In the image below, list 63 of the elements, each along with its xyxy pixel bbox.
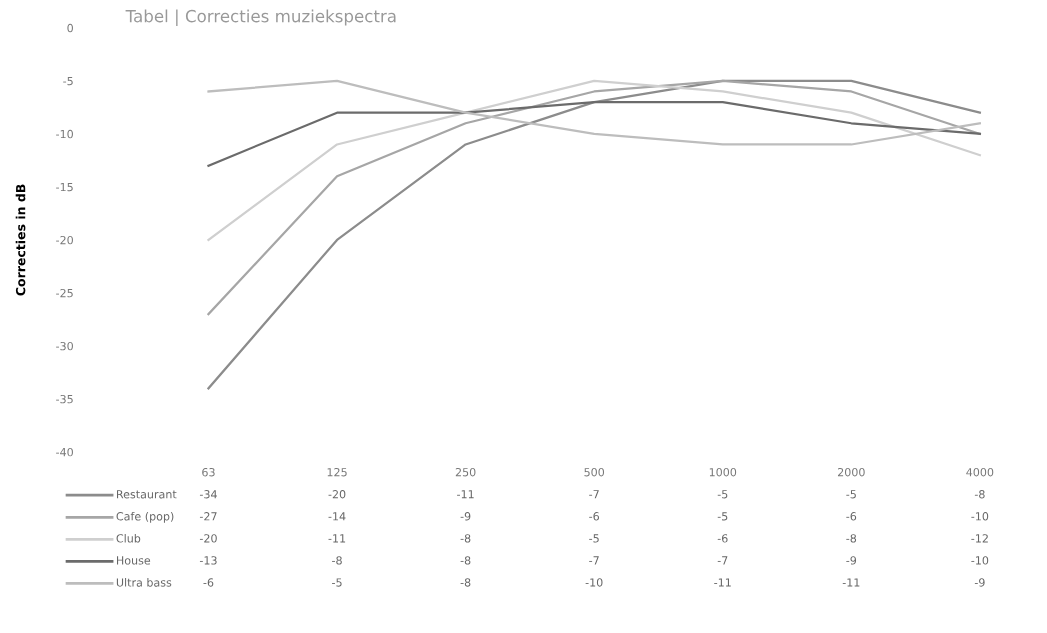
- y-tick-label: 0: [67, 23, 73, 33]
- data-label: -11: [328, 534, 346, 543]
- data-label: -10: [585, 578, 603, 587]
- data-label: -9: [846, 556, 857, 565]
- y-tick-label: -25: [56, 288, 73, 298]
- y-tick-label: -10: [56, 129, 73, 139]
- legend-label: Restaurant: [117, 490, 177, 499]
- line-series: [207, 79, 981, 390]
- data-label: -5: [846, 490, 856, 499]
- x-tick-label: 63: [202, 467, 215, 477]
- y-tick-label: -40: [56, 447, 73, 457]
- data-label: -8: [460, 556, 471, 565]
- data-label: -8: [460, 534, 471, 543]
- data-label: -5: [717, 512, 728, 521]
- data-label: -9: [974, 578, 985, 587]
- data-label: -11: [714, 578, 731, 587]
- data-label: -20: [328, 490, 346, 499]
- data-label: -6: [203, 578, 214, 587]
- y-tick-label: -35: [56, 394, 73, 404]
- data-label: -34: [199, 490, 217, 499]
- data-label: -11: [842, 578, 860, 587]
- y-tick-label: -30: [56, 341, 73, 351]
- data-label: -27: [199, 512, 217, 521]
- data-label: -8: [332, 556, 342, 565]
- data-label: -5: [332, 578, 342, 587]
- y-tick-label: -5: [63, 76, 73, 86]
- data-label: -10: [971, 512, 989, 521]
- legend-label: Club: [116, 533, 141, 543]
- data-label: -10: [971, 556, 989, 565]
- data-label: -9: [460, 512, 471, 521]
- legend-label: House: [117, 556, 151, 565]
- data-label: -12: [971, 534, 988, 543]
- line-series: [207, 79, 981, 146]
- y-tick-label: -20: [56, 235, 73, 245]
- line-series: [207, 79, 981, 242]
- data-label: -6: [717, 534, 728, 543]
- line-series: [207, 79, 981, 316]
- data-label: -6: [846, 512, 857, 521]
- x-tick-label: 1000: [709, 467, 737, 477]
- data-label: -7: [589, 556, 599, 565]
- data-label: -5: [589, 534, 599, 543]
- data-label: -8: [974, 490, 985, 499]
- x-tick-label: 250: [455, 467, 476, 477]
- data-label: -5: [717, 490, 728, 499]
- data-label: -7: [717, 556, 728, 565]
- x-tick-label: 125: [327, 467, 347, 477]
- data-label: -8: [460, 578, 471, 587]
- chart-title: Tabel | Correcties muziekspectra: [125, 9, 396, 27]
- x-tick-label: 500: [584, 467, 605, 477]
- data-label: -7: [589, 490, 599, 499]
- data-label: -6: [589, 512, 600, 521]
- legend-label: Ultra bass: [116, 578, 172, 587]
- data-label: -8: [846, 534, 857, 543]
- y-axis-title: Correcties in dB: [15, 184, 26, 296]
- x-tick-label: 2000: [837, 467, 865, 477]
- data-label: -13: [199, 556, 217, 565]
- data-label: -14: [328, 512, 346, 521]
- legend-label: Cafe (pop): [116, 511, 174, 523]
- y-tick-label: -15: [56, 183, 73, 192]
- data-label: -11: [457, 490, 474, 499]
- data-label: -20: [199, 534, 217, 543]
- x-tick-label: 4000: [966, 467, 994, 477]
- line-series: [207, 100, 981, 167]
